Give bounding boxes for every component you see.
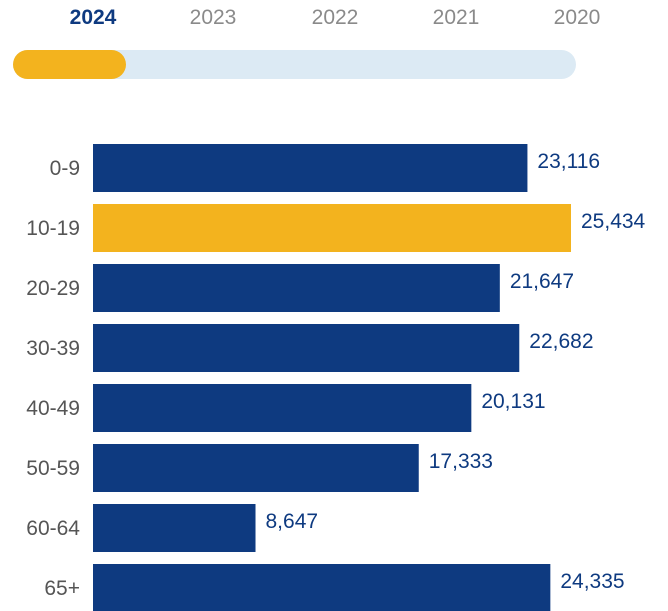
tab-year-2021[interactable]: 2021 bbox=[432, 6, 480, 29]
bar-60-64[interactable] bbox=[93, 504, 256, 552]
bar-10-19[interactable] bbox=[93, 204, 571, 252]
tab-year-2020[interactable]: 2020 bbox=[553, 6, 601, 29]
value-label-65-plus: 24,335 bbox=[560, 570, 624, 593]
bar-40-49[interactable] bbox=[93, 384, 472, 432]
bar-30-39[interactable] bbox=[93, 324, 520, 372]
value-label-30-39: 22,682 bbox=[529, 330, 593, 353]
bar-20-29[interactable] bbox=[93, 264, 500, 312]
year-tabs: 2024 2023 2022 2021 2020 bbox=[0, 0, 668, 40]
tab-year-2022[interactable]: 2022 bbox=[311, 6, 359, 29]
year-slider-track[interactable] bbox=[13, 50, 576, 79]
category-label-10-19: 10-19 bbox=[26, 217, 80, 240]
value-label-0-9: 23,116 bbox=[537, 150, 600, 173]
category-label-20-29: 20-29 bbox=[26, 277, 80, 300]
tab-year-2024[interactable]: 2024 bbox=[69, 6, 117, 29]
value-label-60-64: 8,647 bbox=[266, 510, 319, 533]
year-slider-fill[interactable] bbox=[13, 50, 126, 79]
value-label-50-59: 17,333 bbox=[429, 450, 493, 473]
bar-65-plus[interactable] bbox=[93, 564, 551, 611]
category-label-0-9: 0-9 bbox=[50, 157, 80, 180]
bar-0-9[interactable] bbox=[93, 144, 528, 192]
bar-50-59[interactable] bbox=[93, 444, 419, 492]
category-label-65-plus: 65+ bbox=[44, 577, 80, 600]
value-label-10-19: 25,434 bbox=[581, 210, 646, 233]
value-label-40-49: 20,131 bbox=[481, 390, 545, 413]
category-label-30-39: 30-39 bbox=[26, 337, 80, 360]
tab-year-2023[interactable]: 2023 bbox=[189, 6, 237, 29]
category-label-50-59: 50-59 bbox=[26, 457, 80, 480]
category-label-60-64: 60-64 bbox=[26, 517, 80, 540]
category-label-40-49: 40-49 bbox=[26, 397, 80, 420]
value-label-20-29: 21,647 bbox=[510, 270, 574, 293]
